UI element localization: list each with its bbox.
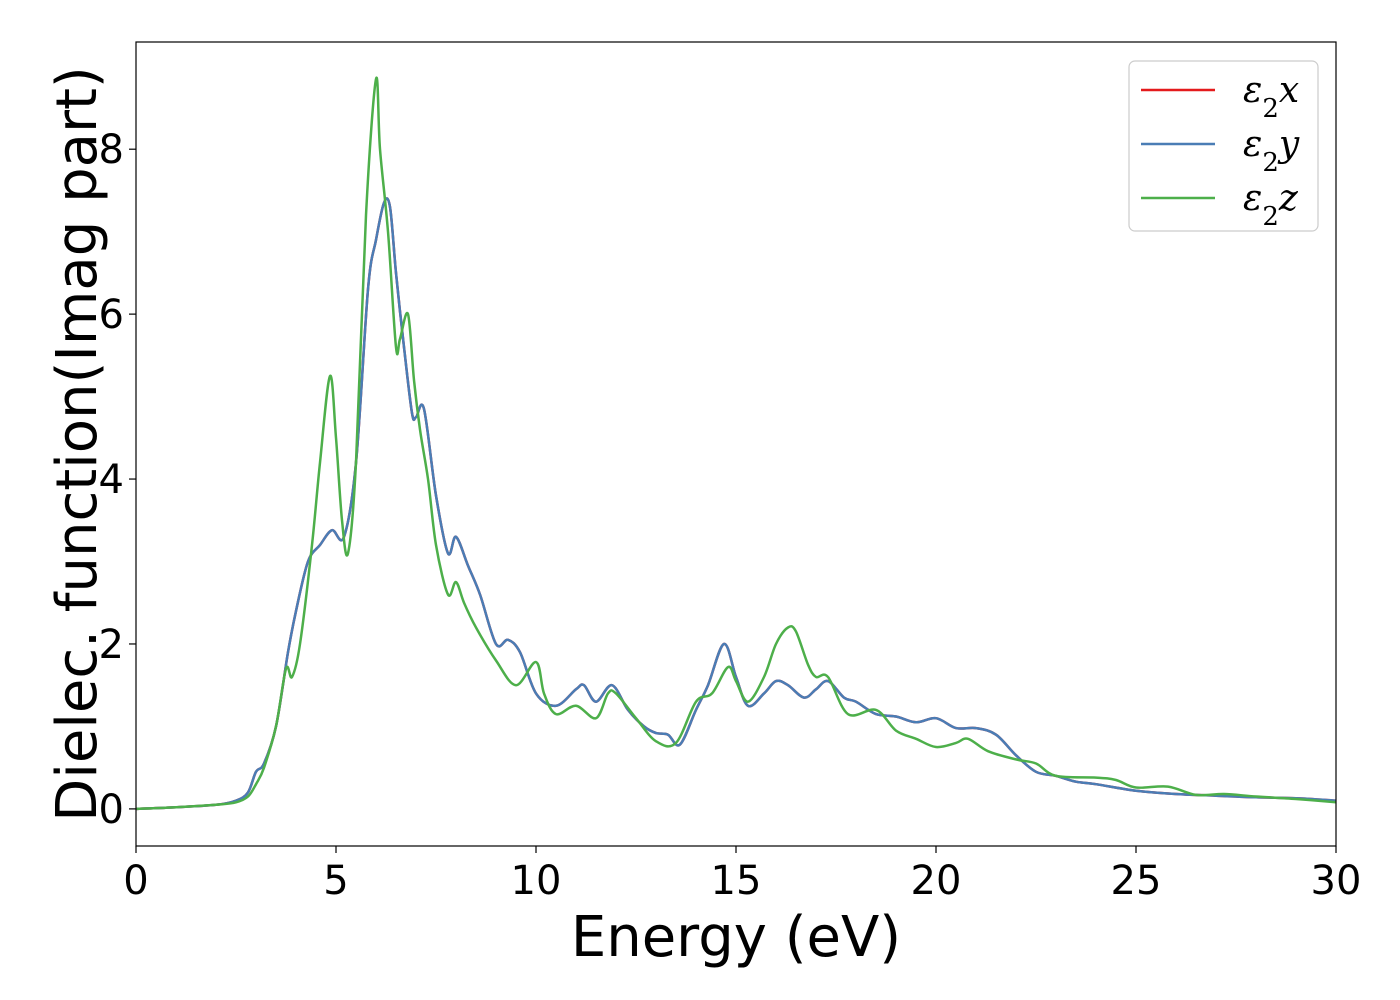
- y-axis-title: Dielec. function(Imag part): [45, 66, 110, 822]
- legend-label: ε2x: [1243, 70, 1299, 124]
- x-tick-label: 30: [1311, 858, 1362, 904]
- x-axis: 0 5 10 15 20 25 30: [123, 846, 1361, 904]
- x-tick-label: 15: [711, 858, 762, 904]
- y-tick-label: 8: [99, 127, 124, 173]
- x-tick-label: 20: [911, 858, 962, 904]
- x-tick-label: 0: [123, 858, 148, 904]
- legend-box: [1128, 60, 1319, 232]
- x-axis-title: Energy (eV): [571, 905, 901, 970]
- y-tick-label: 0: [99, 787, 124, 833]
- y-tick-label: 4: [99, 457, 124, 503]
- series-line-2: [136, 197, 1336, 811]
- x-tick-label: 25: [1111, 858, 1162, 904]
- y-tick-label: 6: [99, 292, 124, 338]
- series-line-3: [136, 76, 1336, 811]
- y-axis: 0 2 4 6 8: [99, 127, 136, 833]
- y-tick-label: 2: [99, 622, 124, 668]
- x-tick-label: 10: [511, 858, 562, 904]
- x-tick-label: 5: [323, 858, 348, 904]
- legend-label: ε2z: [1243, 178, 1299, 232]
- plot-lines: [136, 76, 1336, 811]
- legend-label: ε2y: [1243, 124, 1300, 178]
